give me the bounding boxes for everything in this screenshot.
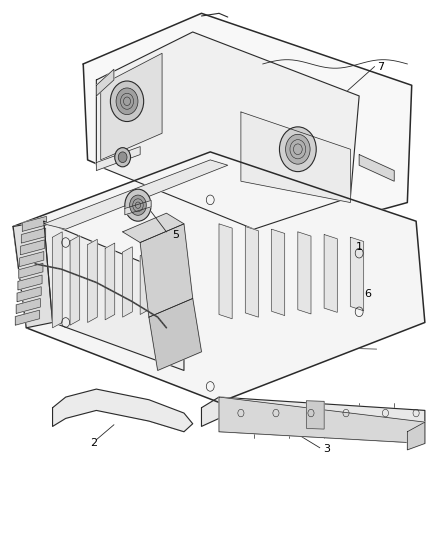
Text: 2: 2 [91, 439, 98, 448]
Polygon shape [21, 240, 45, 255]
Circle shape [118, 152, 127, 163]
Polygon shape [407, 422, 425, 450]
Polygon shape [149, 298, 201, 370]
Polygon shape [96, 147, 140, 171]
Polygon shape [15, 310, 39, 325]
Circle shape [116, 88, 138, 115]
Polygon shape [96, 32, 359, 229]
Polygon shape [350, 237, 364, 311]
Polygon shape [96, 69, 114, 96]
Polygon shape [219, 224, 232, 319]
Text: 1: 1 [356, 242, 363, 252]
Polygon shape [140, 251, 150, 314]
Circle shape [115, 148, 131, 167]
Polygon shape [88, 239, 97, 322]
Polygon shape [70, 236, 80, 325]
Polygon shape [307, 401, 324, 429]
Polygon shape [44, 160, 228, 229]
Polygon shape [18, 275, 42, 290]
Circle shape [125, 189, 151, 221]
Polygon shape [13, 221, 53, 328]
Polygon shape [219, 397, 425, 443]
Polygon shape [13, 152, 425, 402]
Polygon shape [83, 13, 412, 240]
Text: 3: 3 [323, 445, 330, 454]
Polygon shape [298, 232, 311, 314]
Polygon shape [324, 235, 337, 312]
Polygon shape [245, 227, 258, 317]
Polygon shape [20, 252, 44, 266]
Polygon shape [53, 389, 193, 432]
Polygon shape [101, 53, 162, 160]
Text: 7: 7 [378, 62, 385, 71]
Circle shape [110, 81, 144, 122]
Text: 6: 6 [364, 289, 371, 298]
Polygon shape [272, 229, 285, 316]
Text: 5: 5 [172, 230, 179, 239]
Polygon shape [201, 397, 425, 432]
Polygon shape [123, 213, 184, 243]
Circle shape [279, 127, 316, 172]
Polygon shape [105, 243, 115, 320]
Polygon shape [44, 221, 184, 370]
Polygon shape [17, 287, 41, 302]
Polygon shape [22, 216, 46, 231]
Polygon shape [53, 232, 62, 328]
Polygon shape [16, 298, 40, 313]
Polygon shape [241, 112, 350, 203]
Polygon shape [21, 228, 46, 243]
Polygon shape [158, 254, 167, 312]
Polygon shape [123, 247, 132, 317]
Circle shape [286, 134, 310, 164]
Circle shape [130, 195, 146, 215]
Polygon shape [125, 200, 151, 215]
Polygon shape [359, 155, 394, 181]
Polygon shape [19, 263, 43, 278]
Polygon shape [140, 224, 193, 317]
